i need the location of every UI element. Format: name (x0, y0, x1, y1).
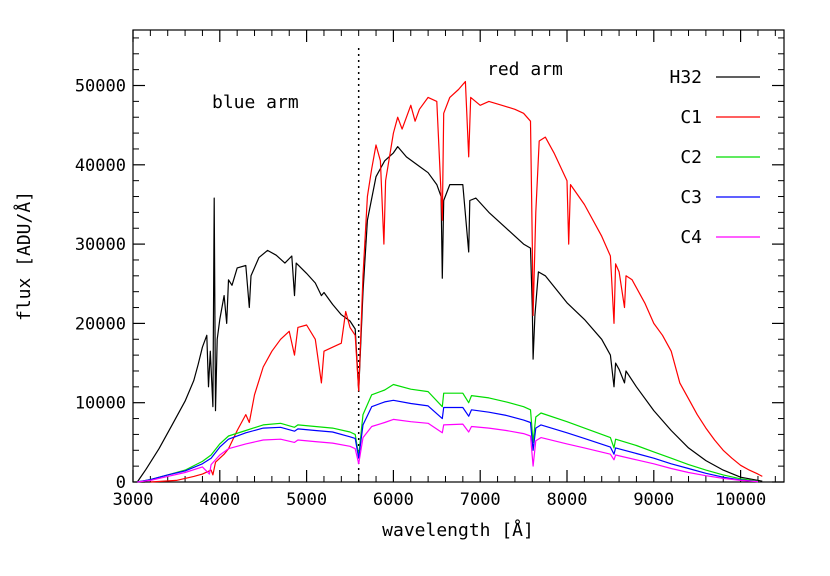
legend-label-h32: H32 (669, 67, 702, 88)
x-tick-label: 8000 (547, 490, 588, 510)
x-tick-label: 10000 (715, 490, 766, 510)
y-tick-label: 20000 (75, 314, 126, 334)
legend-label-c3: C3 (680, 187, 702, 208)
x-tick-label: 9000 (633, 490, 674, 510)
annotation-blue-arm: blue arm (212, 92, 299, 113)
series-line-h32 (136, 146, 763, 483)
series-line-c4 (137, 418, 759, 483)
series-line-c1 (150, 80, 763, 483)
legend-label-c1: C1 (680, 107, 702, 128)
x-tick-label: 7000 (460, 490, 501, 510)
annotation-red-arm: red arm (487, 59, 563, 80)
series-line-c2 (137, 383, 759, 483)
legend-label-c4: C4 (680, 227, 702, 248)
x-tick-label: 3000 (113, 490, 154, 510)
x-axis-title: wavelength [Å] (382, 519, 534, 541)
plot-frame (132, 29, 785, 483)
legend-label-c2: C2 (680, 147, 702, 168)
y-tick-labels: 0 10000 20000 30000 40000 50000 (75, 77, 126, 493)
y-tick-label: 30000 (75, 235, 126, 255)
x-tick-labels: 3000 4000 5000 6000 7000 8000 9000 10000 (113, 490, 767, 510)
y-tick-label: 40000 (75, 156, 126, 176)
y-tick-label: 50000 (75, 77, 126, 97)
axis-ticks (132, 30, 784, 483)
x-tick-label: 4000 (199, 490, 240, 510)
series-group (136, 80, 763, 483)
x-tick-label: 6000 (373, 490, 414, 510)
y-tick-label: 10000 (75, 394, 126, 414)
x-tick-label: 5000 (286, 490, 327, 510)
series-line-c3 (137, 399, 759, 483)
y-axis-title: flux [ADU/Å] (13, 191, 35, 321)
legend: H32 C1 C2 C3 C4 (669, 67, 760, 248)
y-tick-label: 0 (116, 473, 126, 493)
